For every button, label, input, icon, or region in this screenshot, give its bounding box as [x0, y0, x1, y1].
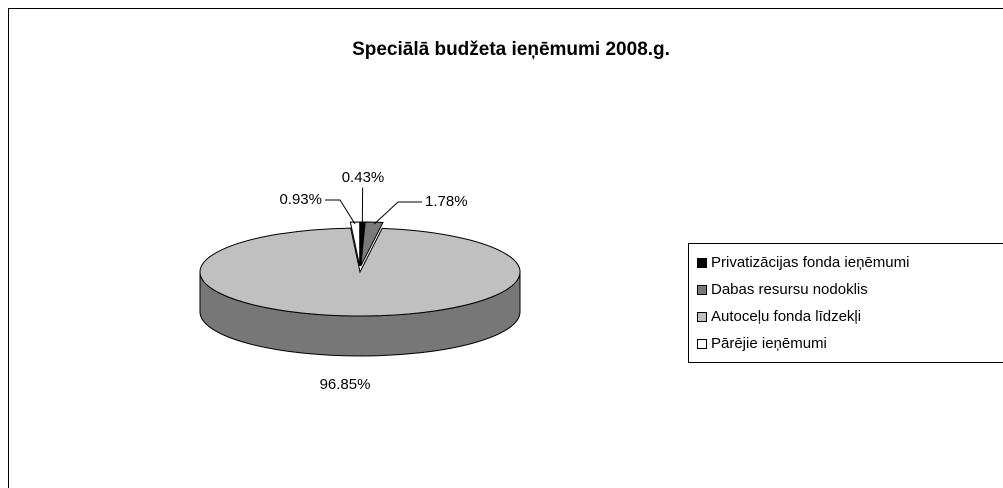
legend-label: Autoceļu fonda līdzekļi	[711, 308, 861, 325]
legend-label: Dabas resursu nodoklis	[711, 281, 868, 298]
legend-swatch	[697, 312, 707, 322]
leader-line	[325, 199, 356, 225]
legend-swatch	[697, 339, 707, 349]
data-label: 0.43%	[342, 169, 385, 186]
legend-swatch	[697, 258, 707, 268]
data-label: 1.78%	[425, 193, 468, 210]
leader-line	[361, 187, 364, 225]
chart-title: Speciālā budžeta ieņēmumi 2008.g.	[352, 39, 670, 60]
legend-label: Privatizācijas fonda ieņēmumi	[711, 254, 909, 271]
legend-swatch	[697, 285, 707, 295]
data-label: 0.93%	[279, 191, 322, 208]
legend-box	[688, 243, 1003, 363]
leader-line	[373, 201, 422, 225]
data-label: 96.85%	[320, 376, 371, 393]
pie-slice	[199, 227, 521, 317]
legend-label: Pārējie ieņēmumi	[711, 335, 827, 352]
pie-slice	[360, 221, 384, 267]
pie-slice	[349, 221, 361, 267]
